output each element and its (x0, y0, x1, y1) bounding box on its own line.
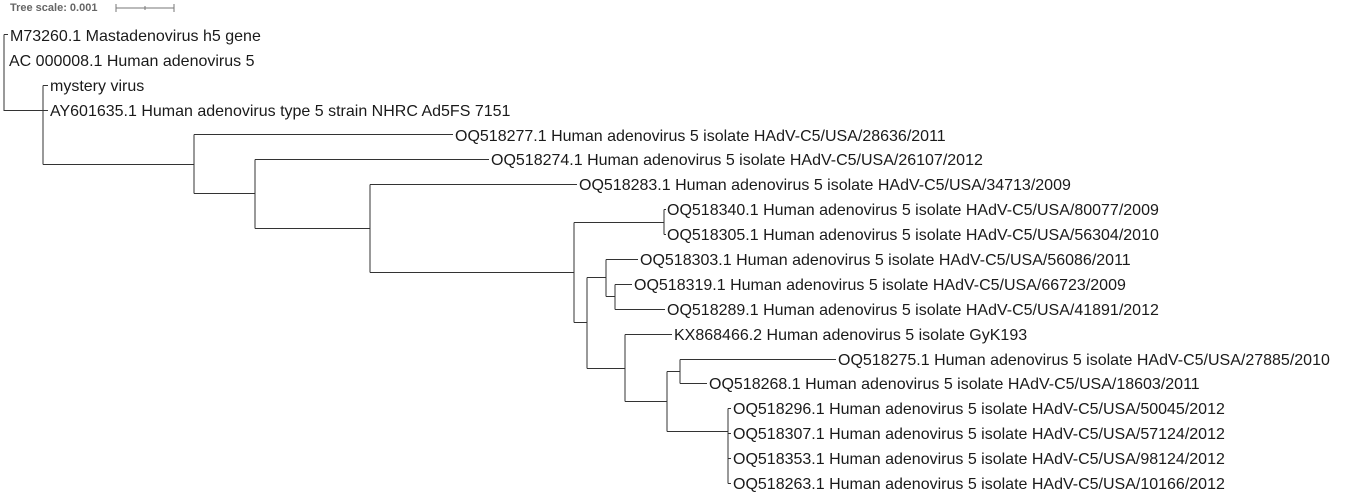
branch-root (3, 34, 43, 111)
leaf-label-mystery-virus: mystery virus (50, 78, 144, 95)
tree-scale: Tree scale: 0.001 (10, 2, 175, 14)
leaf-label-KX868466: KX868466.2 Human adenovirus 5 isolate Gy… (674, 327, 1027, 344)
leaf-label-OQ518283: OQ518283.1 Human adenovirus 5 isolate HA… (579, 177, 1071, 194)
leaf-label-OQ518268: OQ518268.1 Human adenovirus 5 isolate HA… (709, 376, 1200, 393)
leaf-label-OQ518303: OQ518303.1 Human adenovirus 5 isolate HA… (640, 252, 1131, 269)
tree-scale-bar (115, 4, 175, 12)
leaf-label-OQ518307: OQ518307.1 Human adenovirus 5 isolate HA… (733, 426, 1225, 443)
leaf-label-M73260: M73260.1 Mastadenovirus h5 gene (10, 28, 261, 45)
leaf-label-OQ518353: OQ518353.1 Human adenovirus 5 isolate HA… (733, 451, 1225, 468)
tree-scale-label: Tree scale: 0.001 (10, 2, 97, 14)
leaf-label-OQ518263: OQ518263.1 Human adenovirus 5 isolate HA… (733, 476, 1225, 493)
tree-branches (3, 34, 836, 484)
leaf-label-OQ518289: OQ518289.1 Human adenovirus 5 isolate HA… (667, 302, 1159, 319)
leaf-label-OQ518340: OQ518340.1 Human adenovirus 5 isolate HA… (667, 202, 1159, 219)
leaf-label-OQ518296: OQ518296.1 Human adenovirus 5 isolate HA… (733, 401, 1225, 418)
leaf-label-OQ518275: OQ518275.1 Human adenovirus 5 isolate HA… (838, 352, 1330, 369)
leaf-labels: M73260.1 Mastadenovirus h5 gene AC 00000… (9, 28, 1330, 493)
leaf-label-AY601635: AY601635.1 Human adenovirus type 5 strai… (50, 103, 511, 120)
leaf-label-OQ518319: OQ518319.1 Human adenovirus 5 isolate HA… (634, 277, 1126, 294)
leaf-label-AC000008: AC 000008.1 Human adenovirus 5 (9, 53, 255, 70)
leaf-label-OQ518274: OQ518274.1 Human adenovirus 5 isolate HA… (491, 152, 983, 169)
leaf-label-OQ518305: OQ518305.1 Human adenovirus 5 isolate HA… (667, 227, 1159, 244)
leaf-label-OQ518277: OQ518277.1 Human adenovirus 5 isolate HA… (455, 128, 946, 145)
